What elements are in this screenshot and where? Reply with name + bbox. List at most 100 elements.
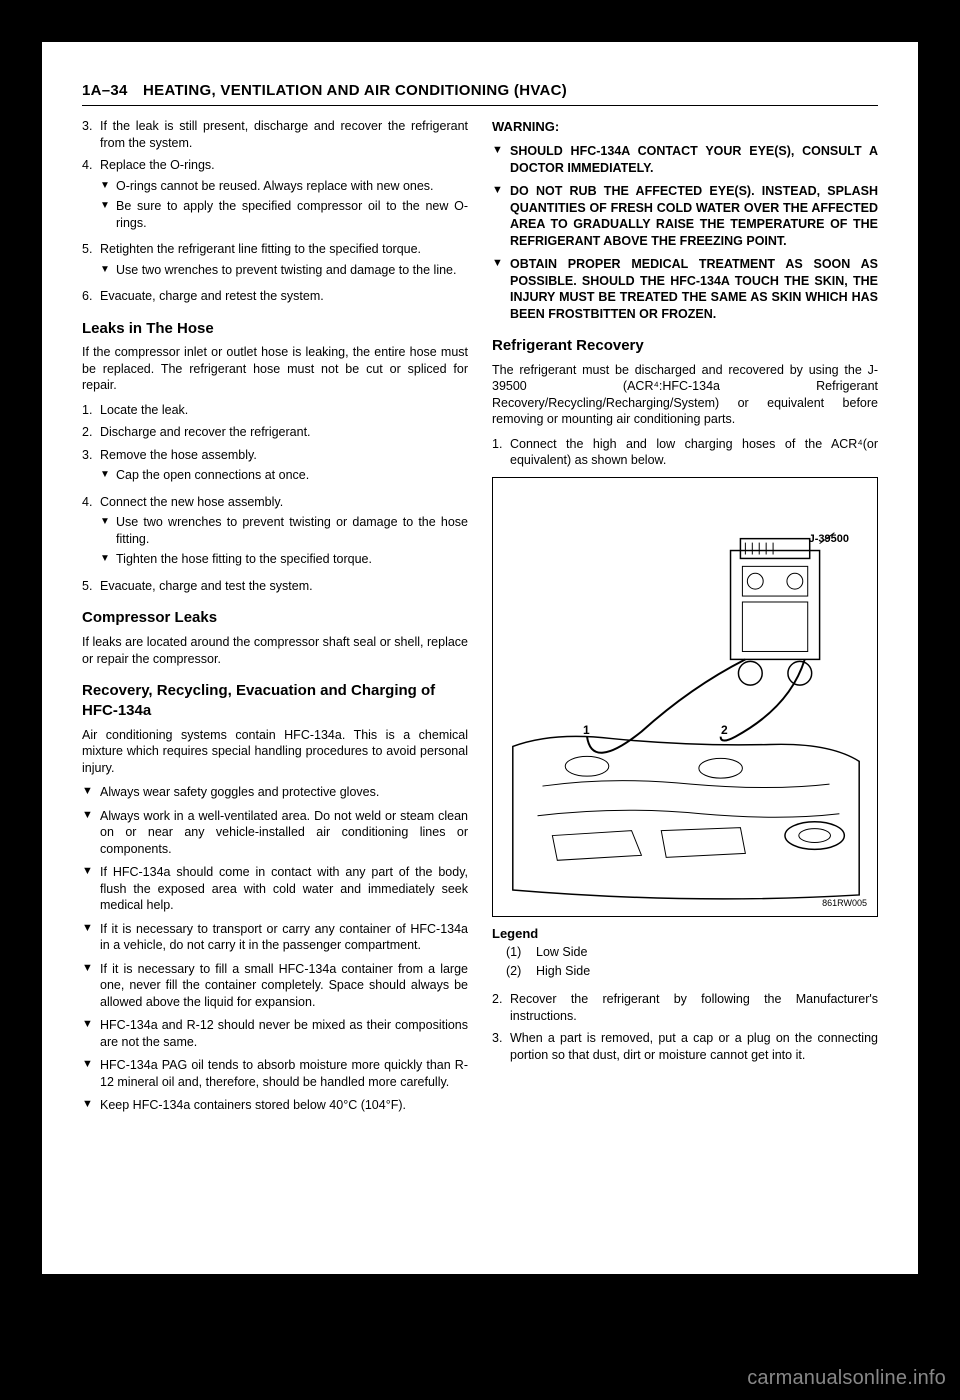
warning-text: DO NOT RUB THE AFFECTED EYE(S). INSTEAD,… xyxy=(510,183,878,249)
warning-text: OBTAIN PROPER MEDICAL TREATMENT AS SOON … xyxy=(510,256,878,322)
step-text: Connect the high and low charging hoses … xyxy=(510,436,878,469)
right-column: WARNING: ▼SHOULD HFC-134A CONTACT YOUR E… xyxy=(492,118,878,1121)
sub-bullet: ▼Be sure to apply the specified compress… xyxy=(100,198,468,231)
recovery-step-1: 1.Connect the high and low charging hose… xyxy=(492,436,878,469)
step-text: Connect the new hose assembly. ▼Use two … xyxy=(100,494,468,572)
bullet-text: Keep HFC-134a containers stored below 40… xyxy=(100,1097,468,1114)
leaks-hose-para: If the compressor inlet or outlet hose i… xyxy=(82,344,468,394)
warning-item: ▼DO NOT RUB THE AFFECTED EYE(S). INSTEAD… xyxy=(492,183,878,249)
step-3: 3. If the leak is still present, dischar… xyxy=(82,118,468,151)
figure-j39500: J-39500 1 2 861RW005 xyxy=(492,477,878,917)
sub-text: O-rings cannot be reused. Always replace… xyxy=(116,178,468,195)
bullet: ▼HFC-134a PAG oil tends to absorb moistu… xyxy=(82,1057,468,1090)
step-text-inner: Connect the new hose assembly. xyxy=(100,495,283,509)
recovery-steps-a: 1.Connect the high and low charging hose… xyxy=(492,436,878,469)
bullet: ▼Always wear safety goggles and protecti… xyxy=(82,784,468,801)
bullet: ▼Keep HFC-134a containers stored below 4… xyxy=(82,1097,468,1114)
step-text: Retighten the refrigerant line fitting t… xyxy=(100,241,468,282)
step-text: When a part is removed, put a cap or a p… xyxy=(510,1030,878,1063)
hose-step-3: 3. Remove the hose assembly. ▼Cap the op… xyxy=(82,447,468,488)
step-text-inner: Retighten the refrigerant line fitting t… xyxy=(100,242,421,256)
warning-list: ▼SHOULD HFC-134A CONTACT YOUR EYE(S), CO… xyxy=(492,143,878,322)
step-text-inner: Remove the hose assembly. xyxy=(100,448,257,462)
two-column-layout: 3. If the leak is still present, dischar… xyxy=(82,118,878,1121)
refrigerant-recovery-heading: Refrigerant Recovery xyxy=(492,336,878,356)
step-number: 1. xyxy=(492,436,510,469)
step-number: 5. xyxy=(82,578,100,595)
triangle-icon: ▼ xyxy=(82,864,100,914)
sub-text: Use two wrenches to prevent twisting or … xyxy=(116,514,468,547)
sub-bullet: ▼Cap the open connections at once. xyxy=(100,467,468,484)
manual-page: 1A–34 HEATING, VENTILATION AND AIR CONDI… xyxy=(42,42,918,1274)
sub-bullet: ▼Use two wrenches to prevent twisting or… xyxy=(100,514,468,547)
step-number: 3. xyxy=(82,118,100,151)
step-text: Evacuate, charge and test the system. xyxy=(100,578,468,595)
step-4: 4. Replace the O-rings. ▼O-rings cannot … xyxy=(82,157,468,235)
step-text-inner: Replace the O-rings. xyxy=(100,158,215,172)
warning-item: ▼SHOULD HFC-134A CONTACT YOUR EYE(S), CO… xyxy=(492,143,878,176)
step-number: 6. xyxy=(82,288,100,305)
triangle-icon: ▼ xyxy=(82,808,100,858)
triangle-icon: ▼ xyxy=(100,514,116,547)
step-number: 4. xyxy=(82,494,100,572)
step-text: Evacuate, charge and retest the system. xyxy=(100,288,468,305)
triangle-icon: ▼ xyxy=(492,143,510,176)
step-text: Replace the O-rings. ▼O-rings cannot be … xyxy=(100,157,468,235)
triangle-icon: ▼ xyxy=(100,198,116,231)
bullet-text: If it is necessary to fill a small HFC-1… xyxy=(100,961,468,1011)
recovery-steps-b: 2.Recover the refrigerant by following t… xyxy=(492,991,878,1063)
step-text: Discharge and recover the refrigerant. xyxy=(100,424,468,441)
recovery-heading: Recovery, Recycling, Evacuation and Char… xyxy=(82,681,468,721)
bullet: ▼If it is necessary to fill a small HFC-… xyxy=(82,961,468,1011)
hose-step-1: 1.Locate the leak. xyxy=(82,402,468,419)
step-number: 2. xyxy=(82,424,100,441)
bullet-text: HFC-134a and R-12 should never be mixed … xyxy=(100,1017,468,1050)
recovery-para: Air conditioning systems contain HFC-134… xyxy=(82,727,468,777)
legend-text: Low Side xyxy=(536,944,587,961)
bullet-text: Always work in a well-ventilated area. D… xyxy=(100,808,468,858)
continued-steps: 3. If the leak is still present, dischar… xyxy=(82,118,468,305)
warning-item: ▼OBTAIN PROPER MEDICAL TREATMENT AS SOON… xyxy=(492,256,878,322)
figure-callout-2: 2 xyxy=(721,723,728,739)
triangle-icon: ▼ xyxy=(492,256,510,322)
bullet: ▼If it is necessary to transport or carr… xyxy=(82,921,468,954)
bullet-text: If it is necessary to transport or carry… xyxy=(100,921,468,954)
triangle-icon: ▼ xyxy=(82,1097,100,1114)
step-number: 4. xyxy=(82,157,100,235)
triangle-icon: ▼ xyxy=(82,1017,100,1050)
left-column: 3. If the leak is still present, dischar… xyxy=(82,118,468,1121)
triangle-icon: ▼ xyxy=(492,183,510,249)
triangle-icon: ▼ xyxy=(100,178,116,195)
leaks-hose-heading: Leaks in The Hose xyxy=(82,319,468,339)
watermark: carmanualsonline.info xyxy=(747,1367,946,1390)
figure-callout-1: 1 xyxy=(583,723,590,739)
bullet: ▼If HFC-134a should come in contact with… xyxy=(82,864,468,914)
triangle-icon: ▼ xyxy=(100,467,116,484)
hose-step-2: 2.Discharge and recover the refrigerant. xyxy=(82,424,468,441)
figure-label-j39500: J-39500 xyxy=(809,532,849,547)
step-text: Recover the refrigerant by following the… xyxy=(510,991,878,1024)
step-number: 2. xyxy=(492,991,510,1024)
bullet-text: HFC-134a PAG oil tends to absorb moistur… xyxy=(100,1057,468,1090)
sub-bullet: ▼Tighten the hose fitting to the specifi… xyxy=(100,551,468,568)
figure-code: 861RW005 xyxy=(822,898,867,910)
compressor-leaks-heading: Compressor Leaks xyxy=(82,608,468,628)
step-5: 5. Retighten the refrigerant line fittin… xyxy=(82,241,468,282)
step-number: 5. xyxy=(82,241,100,282)
step-6: 6. Evacuate, charge and retest the syste… xyxy=(82,288,468,305)
hose-step-5: 5.Evacuate, charge and test the system. xyxy=(82,578,468,595)
warning-text: SHOULD HFC-134A CONTACT YOUR EYE(S), CON… xyxy=(510,143,878,176)
legend-num: (1) xyxy=(506,944,536,961)
step-number: 3. xyxy=(492,1030,510,1063)
bullet: ▼Always work in a well-ventilated area. … xyxy=(82,808,468,858)
bullet-text: Always wear safety goggles and protectiv… xyxy=(100,784,468,801)
triangle-icon: ▼ xyxy=(100,551,116,568)
step-number: 3. xyxy=(82,447,100,488)
recovery-step-3: 3.When a part is removed, put a cap or a… xyxy=(492,1030,878,1063)
compressor-leaks-para: If leaks are located around the compress… xyxy=(82,634,468,667)
legend-num: (2) xyxy=(506,963,536,980)
triangle-icon: ▼ xyxy=(100,262,116,279)
warning-heading: WARNING: xyxy=(492,118,878,135)
bullet: ▼HFC-134a and R-12 should never be mixed… xyxy=(82,1017,468,1050)
legend-text: High Side xyxy=(536,963,590,980)
